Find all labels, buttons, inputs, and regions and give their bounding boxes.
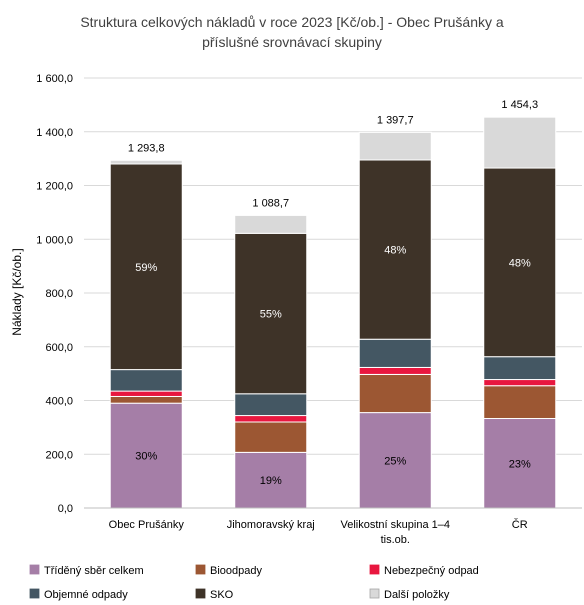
bar-total-label: 1 293,8 [128,142,165,154]
bar-segment [234,214,308,234]
legend-item: Bioodpady [195,564,262,577]
bar-segment [483,167,557,358]
y-tick-label: 200,0 [45,449,73,461]
bar-segment-label: 48% [384,245,406,257]
bar-segment [358,373,432,414]
bar-segment-label: 19% [260,475,282,487]
legend-label: Objemné odpady [44,589,128,601]
x-category-label: Velikostní skupina 1–4 [341,519,450,531]
legend-swatch [195,564,206,575]
legend-label: Tříděný sběr celkem [44,565,144,577]
x-category-label: Obec Prušánky [109,519,185,531]
bar-segment [109,402,183,509]
bar-segment [109,163,183,371]
legend-swatch [369,588,380,599]
legend-label: Nebezpečný odpad [384,565,479,577]
bar-total-label: 1 397,7 [377,114,414,126]
legend: Tříděný sběr celkem Bioodpady Nebezpečný o… [29,564,479,601]
bar-segment [234,415,308,423]
bar-segment [358,159,432,340]
x-category-label: tis.ob. [381,534,410,546]
legend-label: SKO [210,589,234,601]
legend-swatch [369,564,380,575]
bar-segment [358,131,432,161]
legend-label: Další položky [384,589,450,601]
bar-segment-label: 55% [260,309,282,321]
bar-stack: 30% 59% 1 293,8 [109,142,183,509]
bar-stack: 19% 55% 1 088,7 [234,197,308,509]
chart-title-line-1: Struktura celkových nákladů v roce 2023 … [80,14,504,30]
bar-segment [483,385,557,420]
legend-item: Tříděný sběr celkem [29,564,144,577]
bar-segment [358,366,432,375]
chart-title-line-2: příslušné srovnávací skupiny [202,34,382,50]
y-axis-title: Náklady [Kč/ob.] [10,248,24,335]
bar-segment-label: 25% [384,455,406,467]
legend-item: Nebezpečný odpad [369,564,479,577]
bar-segment [109,395,183,404]
legend-swatch [29,564,40,575]
bar-segment [483,379,557,387]
chart-title: Struktura celkových nákladů v roce 2023 … [80,14,504,50]
legend-swatch [195,588,206,599]
bar-segment [109,159,183,165]
legend-item: SKO [195,588,234,601]
bar-segment [234,393,308,417]
y-tick-label: 1 600,0 [36,73,73,85]
bar-segment [483,116,557,169]
y-tick-label: 600,0 [45,342,73,354]
bar-segment [109,369,183,392]
y-axis-tick-labels: 0,0 200,0 400,0 600,0 800,0 1 000,0 1 200,0 1 4… [36,73,73,515]
legend-label: Bioodpady [210,565,262,577]
bar-stack: 23% 48% 1 454,3 [483,99,557,509]
bar-segment [234,451,308,509]
bar-segment-label: 23% [509,458,531,470]
bar-segment [483,356,557,381]
bar-segment-label: 48% [509,257,531,269]
y-tick-label: 800,0 [45,288,73,300]
y-tick-label: 400,0 [45,396,73,408]
y-tick-label: 1 000,0 [36,234,73,246]
bar-segment [358,338,432,368]
bar-total-label: 1 088,7 [252,197,289,209]
bar-segment [358,412,432,509]
bar-total-label: 1 454,3 [501,99,538,111]
bar-segment [109,390,183,397]
bar-segment-label: 59% [135,262,157,274]
y-tick-label: 1 200,0 [36,181,73,193]
x-category-label: ČR [512,518,528,531]
category-labels: Obec Prušánky Jihomoravský kraj Velikostní… [109,518,528,546]
legend-swatch [29,588,40,599]
legend-item: Objemné odpady [29,588,128,601]
bar-segment-label: 30% [135,451,157,463]
bar-segment [234,232,308,395]
x-category-label: Jihomoravský kraj [227,519,315,531]
y-tick-label: 0,0 [58,503,73,515]
bar-stack: 25% 48% 1 397,7 [358,114,432,509]
bar-stacks: 30%59%1 293,819%55%1 088,725%48%1 397,72… [109,99,557,509]
legend-item: Další položky [369,588,450,601]
bar-segment [234,421,308,453]
y-tick-label: 1 400,0 [36,127,73,139]
